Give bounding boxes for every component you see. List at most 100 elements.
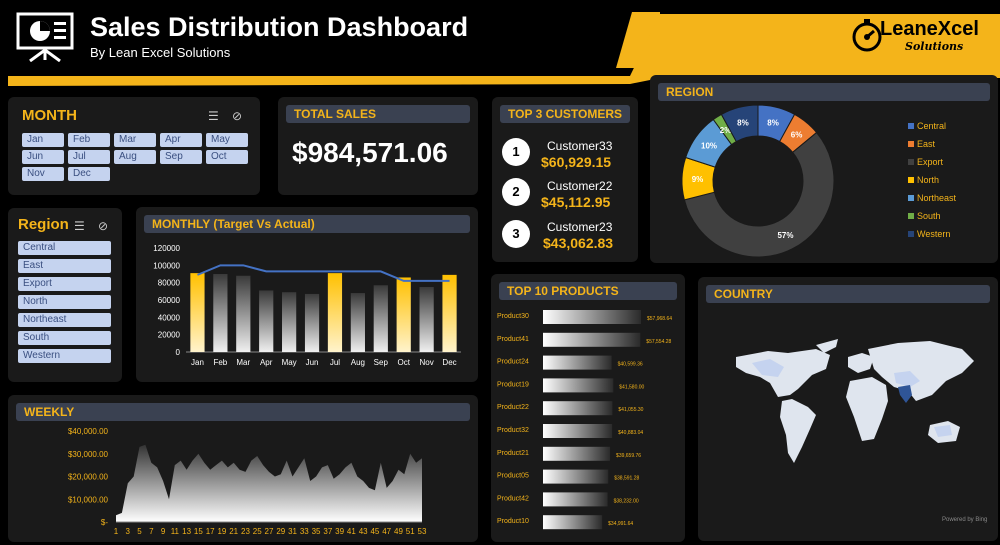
- region-chart-panel: REGION 8% 6% 57% 9% 10% 2% 8% Central East Export…: [650, 75, 998, 263]
- product-bar-product21[interactable]: [543, 446, 611, 461]
- month-chip-sep[interactable]: Sep: [160, 150, 202, 164]
- pie-slice-label: 2%: [720, 126, 732, 135]
- bar-dec[interactable]: [442, 274, 457, 352]
- product-bar-product32[interactable]: [543, 424, 613, 438]
- clear-filter-icon[interactable]: ⊘: [232, 109, 243, 123]
- month-chip-mar[interactable]: Mar: [114, 133, 156, 147]
- pie-slice-export[interactable]: [683, 131, 835, 258]
- country-map-title: COUNTRY: [706, 285, 990, 303]
- legend-swatch: [908, 123, 914, 129]
- legend-swatch: [908, 159, 914, 165]
- product-label: Product19: [497, 381, 529, 388]
- product-bar-product10[interactable]: [543, 515, 603, 530]
- product-bar-product30[interactable]: [543, 310, 641, 324]
- product-bar-product42[interactable]: [543, 492, 608, 507]
- bar-jul[interactable]: [327, 273, 343, 352]
- x-tick-label: Nov: [420, 358, 434, 367]
- region-chip-export[interactable]: Export: [18, 277, 111, 291]
- x-tick-label: Aug: [351, 358, 365, 367]
- multi-select-icon[interactable]: ☰: [208, 109, 219, 123]
- clear-filter-icon[interactable]: ⊘: [98, 219, 109, 233]
- bar-sep[interactable]: [373, 285, 388, 352]
- top-products-title: TOP 10 PRODUCTS: [499, 282, 677, 300]
- bar-oct[interactable]: [396, 277, 411, 352]
- bar-apr[interactable]: [259, 290, 274, 352]
- month-chip-jan[interactable]: Jan: [22, 133, 64, 147]
- region-chip-northeast[interactable]: Northeast: [18, 313, 111, 327]
- pie-slice-label: 6%: [791, 130, 803, 139]
- weekly-chart-title: WEEKLY: [16, 403, 470, 421]
- bar-mar[interactable]: [236, 275, 251, 352]
- region-chart-title: REGION: [658, 83, 990, 101]
- product-value-label: $57,554.28: [646, 339, 671, 345]
- rank-badge: 2: [502, 178, 530, 206]
- legend-label: North: [917, 175, 939, 185]
- x-tick-label: 37: [323, 527, 332, 536]
- header-background: [0, 0, 1000, 86]
- product-bar-product22[interactable]: [543, 401, 613, 416]
- world-map[interactable]: Powered by Bing: [698, 277, 998, 541]
- x-tick-label: Oct: [397, 358, 410, 367]
- product-value-label: $38,591.28: [614, 476, 639, 482]
- month-chip-aug[interactable]: Aug: [114, 150, 156, 164]
- y-tick-label: 40000: [158, 313, 181, 322]
- weekly-area[interactable]: [116, 444, 422, 522]
- month-slicer: MONTH ☰ ⊘ Jan Feb Mar Apr May Jun Jul Aug Sep Oct…: [8, 97, 260, 195]
- pie-slice-western[interactable]: [720, 104, 759, 143]
- x-tick-label: 21: [229, 527, 238, 536]
- x-tick-label: Apr: [260, 358, 273, 367]
- product-bar-product41[interactable]: [543, 332, 641, 347]
- bar-may[interactable]: [282, 292, 297, 352]
- x-tick-label: 39: [335, 527, 344, 536]
- region-donut-chart: 8% 6% 57% 9% 10%2% 8% Central East Export North No…: [681, 104, 957, 258]
- bar-jun[interactable]: [304, 293, 320, 352]
- y-tick-label: 0: [176, 348, 181, 357]
- x-tick-label: 27: [265, 527, 274, 536]
- x-tick-label: 11: [171, 527, 180, 536]
- x-tick-label: 53: [418, 527, 427, 536]
- region-chip-western[interactable]: Western: [18, 349, 111, 363]
- month-chip-oct[interactable]: Oct: [206, 150, 248, 164]
- x-tick-label: 51: [406, 527, 415, 536]
- x-tick-label: Dec: [442, 358, 456, 367]
- bar-aug[interactable]: [350, 293, 365, 352]
- header-banner: Sales Distribution Dashboard By Lean Exc…: [0, 0, 1000, 92]
- product-label: Product32: [497, 427, 529, 434]
- product-bar-product19[interactable]: [543, 378, 614, 393]
- month-chip-dec[interactable]: Dec: [68, 167, 110, 181]
- x-tick-label: 15: [194, 527, 203, 536]
- weekly-chart-panel: WEEKLY $- $10,000.00 $20,000.00 $30,000.00 $…: [8, 395, 478, 542]
- legend-label: Export: [917, 157, 944, 167]
- month-chip-feb[interactable]: Feb: [68, 133, 110, 147]
- x-tick-label: 33: [300, 527, 309, 536]
- legend-label: East: [917, 139, 936, 149]
- brand-logo-subtitle: Solutions: [905, 40, 964, 53]
- month-chip-nov[interactable]: Nov: [22, 167, 64, 181]
- product-value-label: $40,599.36: [618, 362, 643, 368]
- target-line[interactable]: [197, 264, 450, 282]
- y-tick-label: 100000: [153, 261, 180, 270]
- region-chip-east[interactable]: East: [18, 259, 111, 273]
- month-chip-may[interactable]: May: [206, 133, 248, 147]
- bar-feb[interactable]: [213, 274, 228, 352]
- product-label: Product21: [497, 450, 529, 457]
- month-chip-apr[interactable]: Apr: [160, 133, 202, 147]
- product-bar-product24[interactable]: [543, 355, 612, 370]
- region-chip-north[interactable]: North: [18, 295, 111, 309]
- month-chip-jul[interactable]: Jul: [68, 150, 110, 164]
- x-tick-label: 35: [312, 527, 321, 536]
- y-tick-label: 20000: [158, 331, 181, 340]
- month-chip-jun[interactable]: Jun: [22, 150, 64, 164]
- monthly-combo-chart: 0 20000 40000 60000 80000 100000 120000 Jan Feb M…: [153, 244, 461, 367]
- rank-badge: 3: [502, 220, 530, 248]
- product-bar-product05[interactable]: [543, 469, 609, 484]
- bar-nov[interactable]: [419, 287, 434, 352]
- x-tick-label: 41: [347, 527, 356, 536]
- bar-jan[interactable]: [190, 273, 205, 352]
- region-chip-south[interactable]: South: [18, 331, 111, 345]
- x-tick-label: 5: [137, 527, 142, 536]
- region-chip-central[interactable]: Central: [18, 241, 111, 255]
- page-title: Sales Distribution Dashboard: [90, 12, 469, 42]
- multi-select-icon[interactable]: ☰: [74, 219, 85, 233]
- legend-label: South: [917, 211, 941, 221]
